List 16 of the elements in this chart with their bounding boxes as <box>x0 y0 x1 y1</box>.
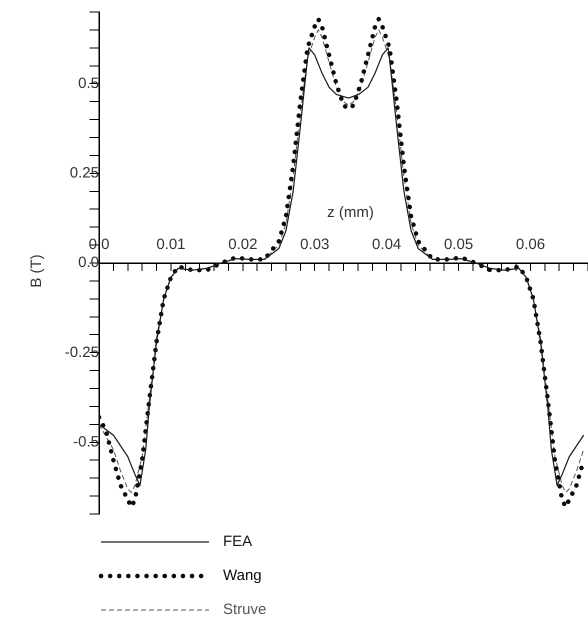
x-tick-label: 0.04 <box>372 236 402 254</box>
text: Struve <box>223 601 266 618</box>
y-tick-label: -0.25 <box>64 344 99 361</box>
y-tick-label: 0.5 <box>78 74 99 92</box>
x-tick-label: 0.05 <box>444 236 474 254</box>
x-tick-label: 0.01 <box>156 236 186 254</box>
y-axis-title: B (T) <box>28 254 46 288</box>
x-tick-label: 0.02 <box>228 236 258 254</box>
y-tick-label: 0.25 <box>70 164 99 182</box>
y-tick-label: -0.5 <box>73 433 99 450</box>
x-tick-label: 0.06 <box>516 236 546 254</box>
text: Wang <box>223 567 262 584</box>
x-tick-label: 0.03 <box>300 236 330 254</box>
x-axis-title: z (mm) <box>327 204 374 222</box>
y-tick-label: 0.0 <box>78 254 99 272</box>
text: FEA <box>223 533 252 550</box>
